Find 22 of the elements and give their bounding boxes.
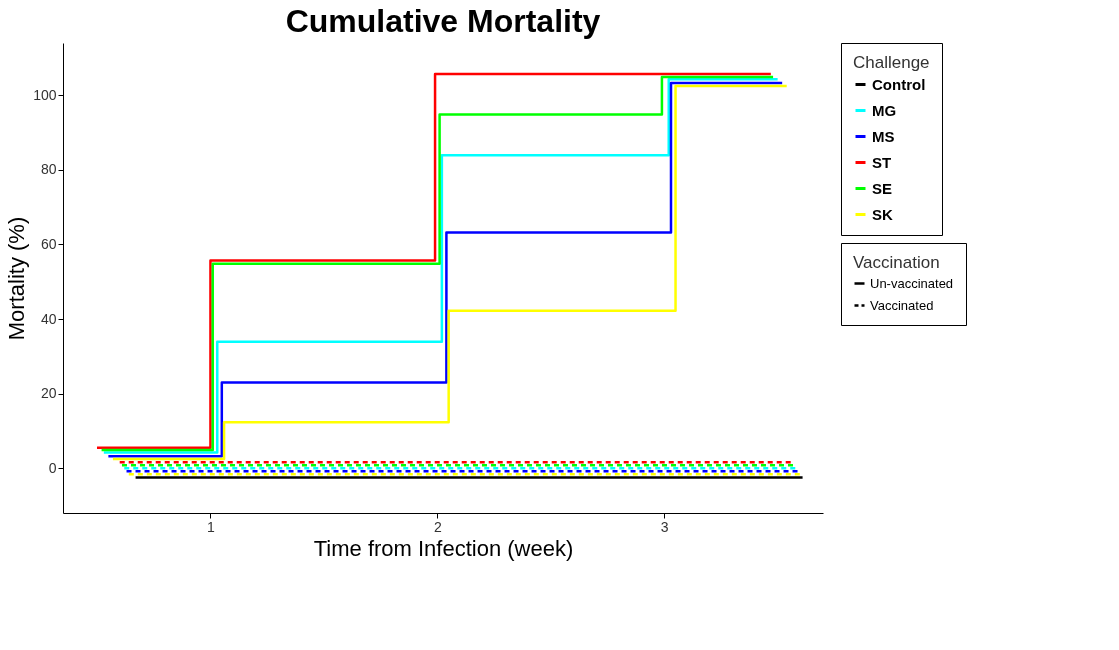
y-tick-label: 20 — [40, 385, 57, 402]
text: Vaccination — [853, 253, 940, 272]
y-tick-label: 0 — [48, 459, 57, 476]
y-tick-label: 100 — [33, 86, 57, 103]
x-axis-title: Time from Infection (week) — [313, 535, 574, 561]
chart-title: Cumulative Mortality — [285, 2, 601, 39]
y-tick-label: 60 — [40, 235, 57, 252]
y-tick-label: 40 — [40, 310, 57, 327]
x-tick-label: 3 — [660, 518, 669, 535]
legend-label: Control — [872, 75, 926, 93]
legend-label: MG — [872, 101, 897, 119]
legend-label: SE — [872, 179, 893, 197]
legend-label: MS — [872, 127, 895, 145]
legend-label: SK — [872, 205, 893, 223]
x-tick-label: 1 — [207, 518, 216, 535]
text: Challenge — [853, 53, 930, 72]
text: Un-vaccinated — [870, 275, 954, 291]
y-tick-label: 80 — [40, 161, 57, 178]
text: Vaccinated — [870, 297, 934, 313]
x-tick-label: 2 — [433, 518, 442, 535]
y-axis-title: Mortality (%) — [4, 216, 30, 341]
legend-label: ST — [872, 153, 892, 171]
